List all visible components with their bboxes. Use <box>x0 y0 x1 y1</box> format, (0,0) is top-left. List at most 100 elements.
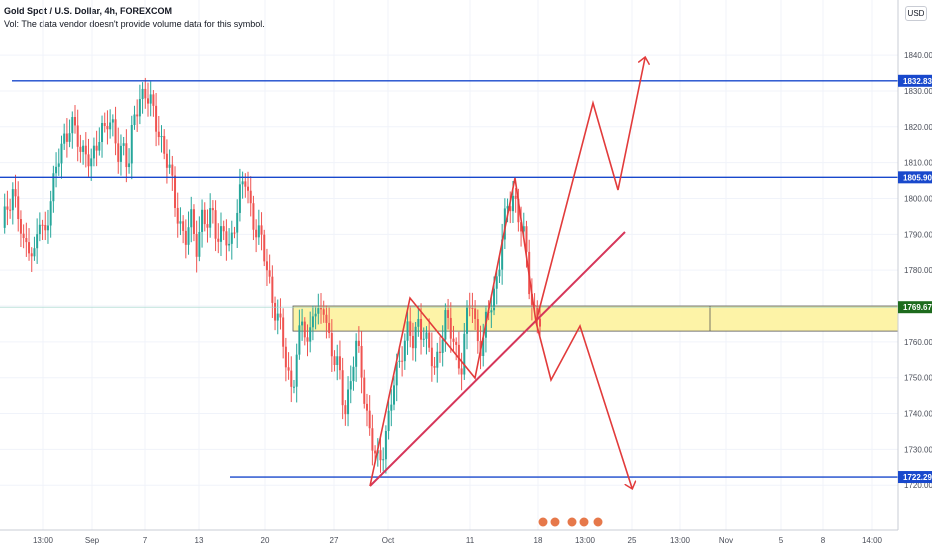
candle-body <box>520 222 523 232</box>
event-icons[interactable] <box>537 516 604 528</box>
candle-body <box>490 310 493 313</box>
time-tick-label: Oct <box>382 536 395 545</box>
candle-body <box>466 307 469 334</box>
candle-body <box>209 208 212 228</box>
candle-body <box>368 410 371 429</box>
event-flag-icon[interactable] <box>549 516 561 528</box>
candle-body <box>141 88 144 100</box>
candle-body <box>165 153 168 168</box>
time-axis[interactable]: 13:00 Sep 7 13 20 27 Oct 11 18 13:00 25 13:00 Nov 5 8 1… <box>33 536 883 545</box>
candle-body <box>430 347 433 367</box>
candle-body <box>109 122 112 130</box>
time-tick-label: 25 <box>628 536 637 545</box>
candle-body <box>41 224 44 226</box>
event-flag-icon[interactable] <box>592 516 604 528</box>
candle-body <box>73 117 76 126</box>
candle-body <box>19 219 22 234</box>
candle-body <box>271 276 274 303</box>
candle-body <box>79 146 82 152</box>
candle-body <box>238 184 241 213</box>
candle-body <box>455 341 458 345</box>
candle-body <box>533 304 536 307</box>
candle-body <box>436 351 439 368</box>
candle-body <box>290 370 293 387</box>
candle-body <box>495 276 498 289</box>
event-flag-icon[interactable] <box>537 516 549 528</box>
candle-body <box>244 181 247 187</box>
candle-body <box>363 377 366 404</box>
candle-body <box>444 310 447 340</box>
price-level-badge <box>898 471 932 484</box>
candle-body <box>195 233 198 257</box>
candle-body <box>71 117 74 134</box>
candle-body <box>119 145 122 162</box>
time-tick-label: 13:00 <box>33 536 54 545</box>
candle-body <box>98 142 101 151</box>
price-tick-label: 1780.00 <box>904 266 932 275</box>
time-tick-label: 8 <box>821 536 826 545</box>
candle-body <box>509 206 512 212</box>
candle-body <box>420 318 423 340</box>
candle-body <box>371 428 374 451</box>
candle-body <box>401 360 404 362</box>
candle-body <box>284 346 287 368</box>
candle-body <box>103 123 106 126</box>
candle-body <box>506 206 509 209</box>
candle-body <box>11 189 14 211</box>
price-tick-label: 1760.00 <box>904 338 932 347</box>
candle-body <box>525 226 528 252</box>
candle-body <box>117 143 120 162</box>
candle-body <box>87 154 90 167</box>
candle-body <box>84 145 87 155</box>
candle-body <box>474 308 477 319</box>
candle-body <box>276 313 279 321</box>
candle-body <box>379 450 382 461</box>
candle-body <box>36 234 39 249</box>
candle-body <box>236 212 239 233</box>
currency-button[interactable]: USD <box>905 6 927 21</box>
candle-body <box>447 310 450 318</box>
chart-title: Gold Spot / U.S. Dollar, 4h, FOREXCOM <box>4 6 173 16</box>
candle-body <box>222 226 225 232</box>
candle-body <box>382 459 385 461</box>
candle-body <box>122 143 125 146</box>
candle-body <box>163 136 166 154</box>
event-flag-icon[interactable] <box>578 516 590 528</box>
candle-body <box>268 270 271 277</box>
candle-body <box>352 366 355 382</box>
candle-body <box>25 238 28 243</box>
candle-body <box>68 133 71 142</box>
candle-body <box>55 166 58 174</box>
event-flag-icon[interactable] <box>566 516 578 528</box>
candle-body <box>320 308 323 310</box>
candle-body <box>406 321 409 341</box>
price-tick-label: 1750.00 <box>904 374 932 383</box>
candle-body <box>190 209 193 228</box>
candle-body <box>136 114 139 117</box>
candle-body <box>46 225 49 231</box>
candle-body <box>336 356 339 365</box>
price-tick-label: 1830.00 <box>904 87 932 96</box>
candle-body <box>530 294 533 305</box>
candle-body <box>247 186 250 191</box>
candle-body <box>476 318 479 342</box>
candle-body <box>403 340 406 362</box>
candle-body <box>198 231 201 257</box>
candle-body <box>106 125 109 130</box>
candle-body <box>138 99 141 117</box>
candle-body <box>14 189 17 197</box>
candle-body <box>257 225 260 238</box>
candle-body <box>460 368 463 375</box>
candle-body <box>228 243 231 246</box>
candle-body <box>187 227 190 245</box>
candle-body <box>274 302 277 321</box>
candle-body <box>452 338 455 342</box>
candle-body <box>433 366 436 368</box>
candle-body <box>374 450 377 454</box>
price-level-badge <box>898 171 932 184</box>
candle-body <box>398 360 401 362</box>
candle-body <box>192 209 195 234</box>
price-axis[interactable]: 1720.001730.001740.001750.001760.001770.… <box>898 51 932 490</box>
candle-body <box>438 351 441 353</box>
